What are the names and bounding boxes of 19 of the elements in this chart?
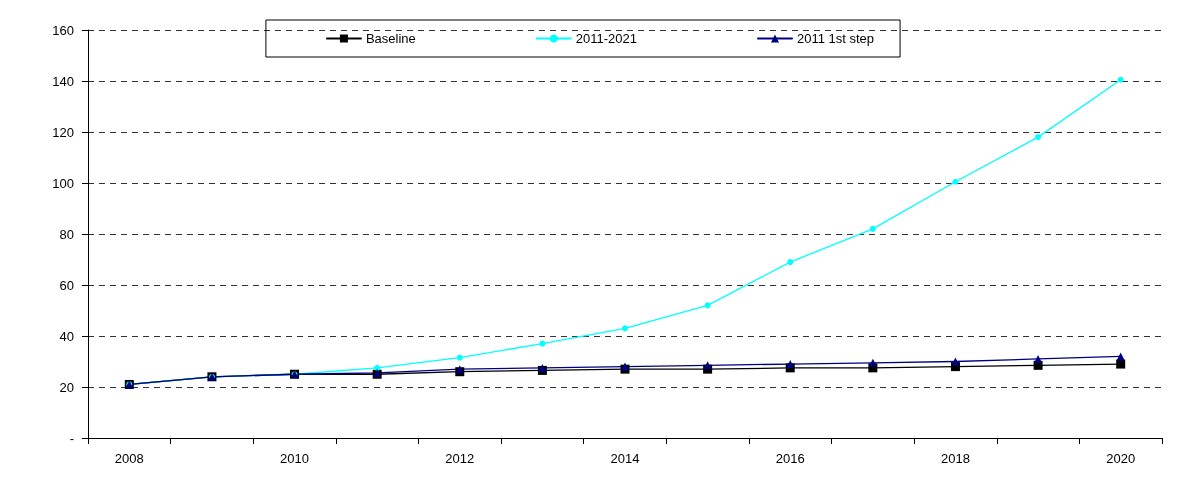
legend-label: Baseline [365,31,416,46]
x-tick-label: 2012 [445,451,475,466]
y-tick-label: 60 [59,277,74,293]
y-tick-label: 80 [59,226,74,242]
legend-label: 2011-2021 [575,31,637,46]
x-tick-label: 2018 [941,451,970,466]
legend-label: 2011 1st step [796,31,875,46]
y-tick-label: 120 [52,124,74,140]
x-tick-label: 2020 [1106,451,1136,466]
y-tick-label: 20 [59,379,74,395]
x-tick-label: 2010 [280,451,309,466]
y-tick-label: 140 [52,73,74,89]
y-tick-label: 40 [59,328,74,344]
x-tick-label: 2014 [610,451,640,466]
x-tick-label: 2008 [114,451,144,466]
y-tick-label: 160 [52,22,74,38]
y-tick-label: - [69,430,74,446]
x-tick-label: 2016 [775,451,805,466]
y-tick-label: 100 [52,175,74,191]
